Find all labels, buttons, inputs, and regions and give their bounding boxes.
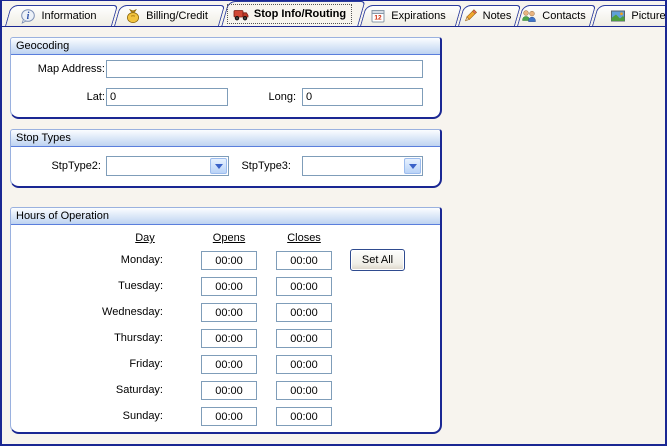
day-label: Saturday:: [115, 384, 163, 396]
tab-notes[interactable]: Notes: [458, 5, 515, 26]
hours-row: Sunday:: [11, 407, 440, 427]
set-all-button[interactable]: Set All: [350, 249, 405, 271]
hours-row: Friday:: [11, 355, 440, 375]
stop-types-group: Stop Types StpType2: StpType3:: [10, 129, 442, 188]
geocoding-group-title: Geocoding: [11, 38, 440, 55]
tab-stop-info-routing[interactable]: Stop Info/Routing: [221, 1, 358, 26]
tab-label: Stop Info/Routing: [253, 8, 347, 20]
opens-time-input[interactable]: [201, 277, 257, 296]
stop-types-group-title: Stop Types: [11, 130, 440, 147]
tab-picture[interactable]: Picture: [592, 5, 665, 26]
stptype3-dropdown-button[interactable]: [404, 158, 421, 174]
day-label: Monday:: [120, 254, 163, 266]
closes-time-input[interactable]: [276, 381, 332, 400]
closes-time-input[interactable]: [276, 329, 332, 348]
truck-icon: [233, 6, 249, 22]
closes-column-header: Closes: [287, 232, 321, 244]
hours-group-title: Hours of Operation: [11, 208, 440, 225]
tab-information[interactable]: i Information: [5, 5, 112, 26]
map-address-input[interactable]: [106, 60, 423, 78]
stptype3-label: StpType3:: [241, 160, 291, 172]
day-label: Sunday:: [122, 410, 163, 422]
pencil-icon: [462, 8, 478, 24]
long-label: Long:: [268, 91, 296, 103]
tab-label: Picture: [631, 9, 665, 22]
stptype2-combobox[interactable]: [106, 156, 229, 176]
tab-label: Contacts: [542, 9, 586, 22]
contacts-icon: [521, 8, 537, 24]
hours-row: Wednesday:: [11, 303, 440, 323]
day-label: Tuesday:: [118, 280, 163, 292]
tab-label: Notes: [482, 9, 512, 22]
hours-row: Thursday:: [11, 329, 440, 349]
stptype2-dropdown-button[interactable]: [210, 158, 227, 174]
geocoding-group: Geocoding Map Address: Lat: Long:: [10, 37, 442, 119]
closes-time-input[interactable]: [276, 251, 332, 270]
map-address-label: Map Address:: [37, 63, 105, 75]
hours-row: Tuesday:: [11, 277, 440, 297]
closes-time-input[interactable]: [276, 355, 332, 374]
day-column-header: Day: [135, 232, 155, 244]
tab-contacts[interactable]: Contacts: [517, 5, 590, 26]
money-bag-icon: [125, 8, 141, 24]
stptype2-label: StpType2:: [51, 160, 101, 172]
tab-expirations[interactable]: 12 Expirations: [360, 5, 456, 26]
svg-text:i: i: [27, 11, 30, 22]
chevron-down-icon: [214, 163, 223, 169]
hours-group: Hours of Operation Day Opens Closes Mond…: [10, 207, 442, 434]
lat-input[interactable]: [106, 88, 228, 106]
tab-label: Billing/Credit: [146, 9, 208, 22]
opens-time-input[interactable]: [201, 329, 257, 348]
hours-row: Monday:: [11, 251, 440, 271]
hours-row: Saturday:: [11, 381, 440, 401]
opens-time-input[interactable]: [201, 381, 257, 400]
picture-icon: [610, 8, 626, 24]
closes-time-input[interactable]: [276, 277, 332, 296]
opens-time-input[interactable]: [201, 303, 257, 322]
opens-time-input[interactable]: [201, 251, 257, 270]
opens-column-header: Opens: [212, 232, 246, 244]
svg-text:12: 12: [375, 14, 383, 21]
tab-label: Information: [41, 9, 97, 22]
opens-time-input[interactable]: [201, 355, 257, 374]
opens-time-input[interactable]: [201, 407, 257, 426]
calendar-icon: 12: [370, 8, 386, 24]
closes-time-input[interactable]: [276, 407, 332, 426]
day-label: Wednesday:: [102, 306, 163, 318]
stptype3-combobox[interactable]: [302, 156, 423, 176]
day-label: Thursday:: [114, 332, 163, 344]
day-label: Friday:: [129, 358, 163, 370]
tab-label: Expirations: [391, 9, 446, 22]
tab-bar: i Information Billing/Credit Stop Info/Rout…: [2, 1, 665, 27]
lat-label: Lat:: [86, 91, 105, 103]
tab-billing-credit[interactable]: Billing/Credit: [114, 5, 219, 26]
info-icon: i: [20, 8, 36, 24]
long-input[interactable]: [302, 88, 423, 106]
closes-time-input[interactable]: [276, 303, 332, 322]
chevron-down-icon: [408, 163, 417, 169]
